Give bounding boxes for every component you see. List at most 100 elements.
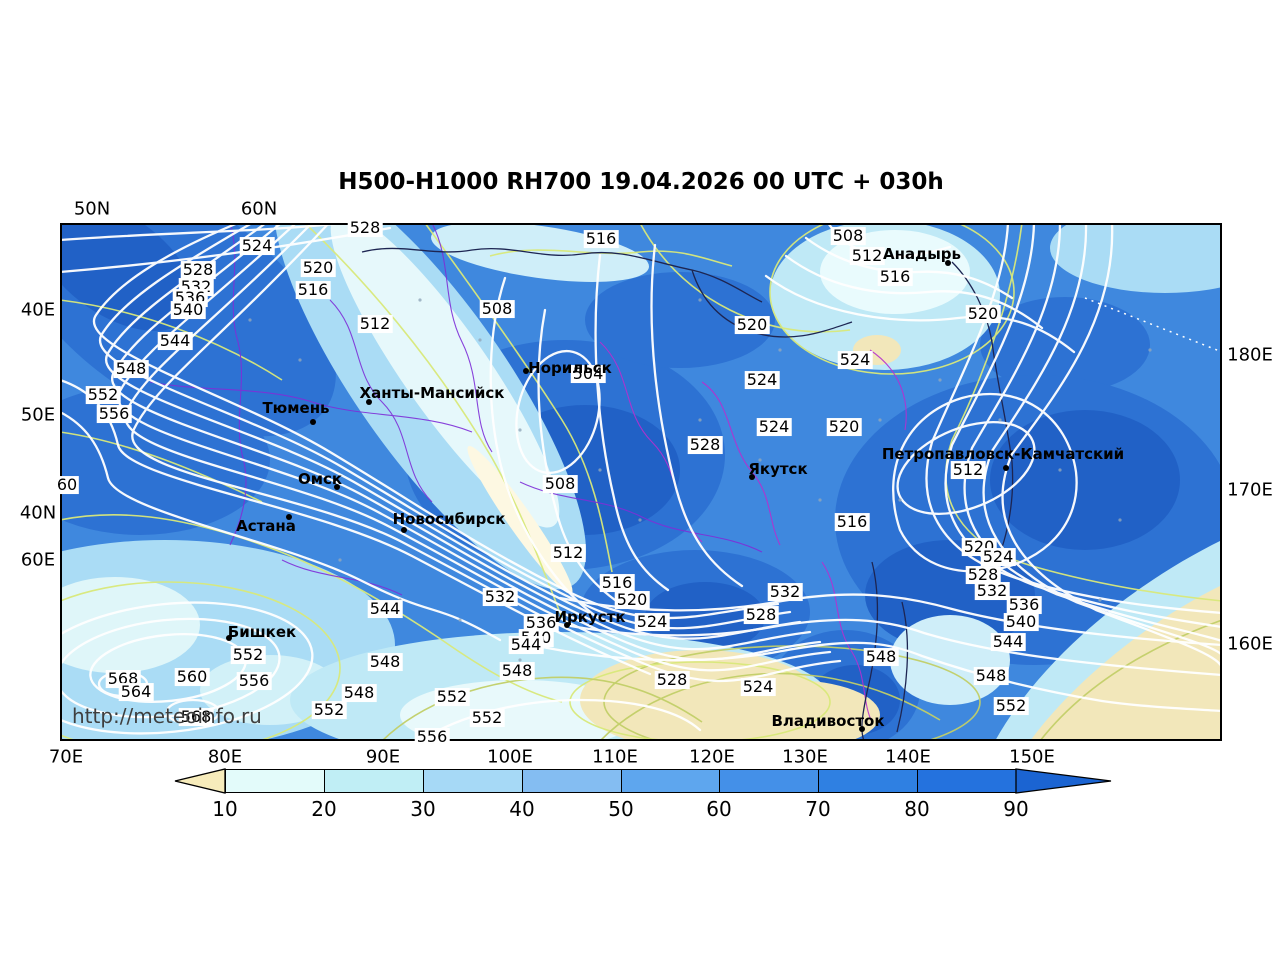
contour-label: 552 — [311, 700, 347, 720]
city-label: Иркустк — [554, 608, 626, 626]
colorbar-tick-label: 70 — [805, 797, 831, 821]
contour-label: 552 — [993, 696, 1029, 716]
colorbar-tick-label: 50 — [608, 797, 634, 821]
contour-label: 520 — [614, 590, 650, 610]
contour-label: 516 — [599, 573, 635, 593]
contour-label: 528 — [654, 670, 690, 690]
colorbar-segment — [423, 769, 523, 793]
contour-label: 528 — [965, 565, 1001, 585]
axis-tick-label: 130E — [782, 746, 828, 768]
axis-tick-label: 120E — [689, 746, 735, 768]
contour-label: 508 — [479, 299, 515, 319]
contour-label: 564 — [118, 682, 154, 702]
colorbar-tick-label: 20 — [311, 797, 337, 821]
contour-label: 544 — [367, 599, 403, 619]
contour-label: 528 — [687, 435, 723, 455]
axis-tick-label: 40E — [20, 299, 56, 321]
contour-label: 524 — [744, 370, 780, 390]
contour-label: 556 — [236, 671, 272, 691]
axis-tick-label: 50E — [20, 404, 56, 426]
contour-label: 520 — [826, 417, 862, 437]
colorbar-left-arrow-shape — [174, 768, 226, 794]
city-label: Тюмень — [262, 399, 330, 417]
contour-label: 520 — [965, 304, 1001, 324]
colorbar-tick-label: 40 — [509, 797, 535, 821]
colorbar-tick-label: 90 — [1003, 797, 1029, 821]
contour-label: 524 — [756, 417, 792, 437]
colorbar-left-arrow — [174, 768, 226, 794]
city-dot — [1003, 465, 1009, 471]
contour-label: 528 — [180, 260, 216, 280]
contour-label: 552 — [434, 687, 470, 707]
contour-label: 536 — [523, 613, 559, 633]
city-label: Ханты-Мансийск — [359, 384, 505, 402]
colorbar-tick-label: 60 — [706, 797, 732, 821]
station-dots — [248, 298, 1152, 662]
map-art — [60, 223, 1222, 741]
contour-label: 60 — [54, 475, 80, 495]
contour-label: 504 — [570, 364, 606, 384]
city-dot — [523, 368, 529, 374]
contour-label: 516 — [877, 267, 913, 287]
city-dot — [859, 726, 865, 732]
axis-tick-label: 70E — [48, 746, 84, 768]
colorbar-right-arrow — [1015, 768, 1112, 794]
map-canvas — [60, 223, 1222, 741]
contour-label: 508 — [830, 226, 866, 246]
city-label: Норильск — [528, 359, 612, 377]
axis-tick-label: 80E — [207, 746, 243, 768]
axis-tick-label: 180E — [1227, 344, 1273, 366]
contour-label: 512 — [849, 246, 885, 266]
contour-label: 556 — [414, 727, 450, 747]
axis-tick-label: 40N — [19, 502, 57, 524]
city-dot — [310, 419, 316, 425]
city-dot — [401, 527, 407, 533]
colorbar-segment — [225, 769, 325, 793]
axis-tick-label: 60N — [240, 198, 278, 220]
city-dot — [945, 260, 951, 266]
colorbar-segment — [818, 769, 918, 793]
contour-label: 544 — [990, 632, 1026, 652]
colorbar-segment — [522, 769, 622, 793]
city-label: Бишкек — [227, 623, 297, 641]
contour-label: 552 — [230, 645, 266, 665]
city-label: Омск — [297, 470, 343, 488]
contour-label: 532 — [482, 587, 518, 607]
colorbar-segment — [917, 769, 1017, 793]
contour-label: 536 — [1006, 595, 1042, 615]
colorbar-segment — [621, 769, 720, 793]
colorbar-tick-label: 80 — [904, 797, 930, 821]
colorbar-segment — [324, 769, 424, 793]
contour-label: 524 — [239, 236, 275, 256]
contour-label: 552 — [469, 708, 505, 728]
city-label: Новосибирск — [392, 510, 506, 528]
contour-label: 516 — [834, 512, 870, 532]
contour-label: 544 — [508, 635, 544, 655]
contour-label: 540 — [170, 300, 206, 320]
contour-label: 516 — [583, 229, 619, 249]
contour-label: 532 — [974, 581, 1010, 601]
contour-label: 520 — [734, 315, 770, 335]
contour-label: 548 — [367, 652, 403, 672]
contour-label: 512 — [357, 314, 393, 334]
contour-label: 524 — [980, 547, 1016, 567]
city-label: Якутск — [748, 460, 808, 478]
colorbar-right-arrow-shape — [1015, 768, 1112, 794]
contour-label: 508 — [542, 474, 578, 494]
contour-label: 524 — [634, 612, 670, 632]
axis-tick-label: 110E — [592, 746, 638, 768]
contour-label: 540 — [1003, 612, 1039, 632]
contour-label: 524 — [837, 350, 873, 370]
city-label: Анадырь — [883, 245, 961, 263]
axis-tick-label: 150E — [1009, 746, 1055, 768]
city-label: Владивосток — [771, 712, 885, 730]
axis-tick-label: 90E — [365, 746, 401, 768]
contour-label: 544 — [157, 331, 193, 351]
axis-tick-label: 170E — [1227, 479, 1273, 501]
contour-label: 516 — [295, 280, 331, 300]
watermark: http://meteoinfo.ru — [72, 704, 262, 728]
city-dot — [564, 622, 570, 628]
contour-label: 556 — [96, 404, 132, 424]
city-dot — [226, 635, 232, 641]
